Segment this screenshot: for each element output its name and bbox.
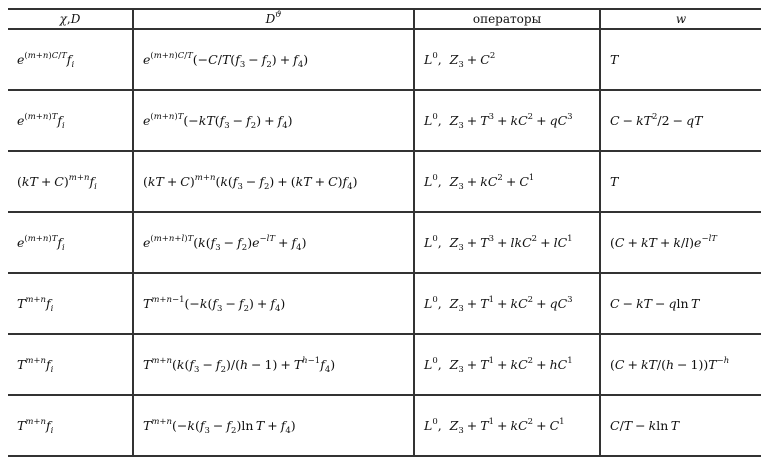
cell-operators: L0, Z3 + C2 — [413, 28, 600, 91]
cell-operators: L0, Z3 + T3 + lkC2 + lC1 — [413, 211, 600, 274]
header-row: χ,D Dϑ операторы w — [8, 8, 761, 30]
cell-d-theta: e(m+n)C/T(−C/T(f3− f2) + f4) — [132, 28, 414, 91]
table-row: Tm+nfi Tm+n−1(−k(f3− f2) + f4) L0, Z3 + T1 + kC2 +… — [8, 272, 761, 335]
formula-table: χ,D Dϑ операторы w e(m+n)C/Tfi e(m+n)C/T(… — [8, 8, 761, 457]
cell-d-theta: Tm+n−1(−k(f3− f2) + f4) — [132, 272, 414, 335]
cell-chi: Tm+nfi — [8, 333, 133, 396]
cell-w: (C + kT/(h −1))T−h — [599, 333, 761, 396]
cell-chi: e(m+n)C/Tfi — [8, 28, 133, 91]
cell-operators: L0, Z3 + T3 + kC2 + qC3 — [413, 89, 600, 152]
table-row: e(m+n)Tfi e(m+n)T(−kT(f3− f2) + f4) L0, Z3 + T3… — [8, 89, 761, 152]
cell-d-theta: Tm+n(k(f3− f2)/(h −1) + Th−1f4) — [132, 333, 414, 396]
cell-w: T — [599, 28, 761, 91]
table-row: Tm+nfi Tm+n(k(f3− f2)/(h −1) + Th−1f4) L0, Z3 +… — [8, 333, 761, 396]
cell-operators: L0, Z3 + T1 + kC2 + qC3 — [413, 272, 600, 335]
cell-chi: Tm+nfi — [8, 394, 133, 457]
cell-w: T — [599, 150, 761, 213]
header-d-theta: Dϑ — [132, 8, 414, 30]
table-row: (kT + C)m+nfi (kT + C)m+n(k(f3− f2) + (kT + C)f4) L… — [8, 150, 761, 213]
cell-d-theta: Tm+n(−k(f3− f2)ln T + f4) — [132, 394, 414, 457]
cell-operators: L0, Z3 + kC2 + C1 — [413, 150, 600, 213]
cell-chi: e(m+n)Tfi — [8, 89, 133, 152]
header-w: w — [599, 8, 761, 30]
cell-w: C − kT2/2− qT — [599, 89, 761, 152]
cell-chi: Tm+nfi — [8, 272, 133, 335]
table-row: e(m+n)C/Tfi e(m+n)C/T(−C/T(f3− f2) + f4) L0, … — [8, 28, 761, 91]
table-row: Tm+nfi Tm+n(−k(f3− f2)ln T + f4) L0, Z3 + T1 + kC… — [8, 394, 761, 457]
cell-chi: (kT + C)m+nfi — [8, 150, 133, 213]
cell-chi: e(m+n)Tfi — [8, 211, 133, 274]
cell-d-theta: e(m+n+l)T(k(f3− f2)e−lT + f4) — [132, 211, 414, 274]
cell-operators: L0, Z3 + T1 + kC2 + C1 — [413, 394, 600, 457]
cell-d-theta: (kT + C)m+n(k(f3− f2) + (kT + C)f4) — [132, 150, 414, 213]
header-operators: операторы — [413, 8, 600, 30]
cell-w: C − kT − qln T — [599, 272, 761, 335]
cell-w: (C + kT + k/l)e−lT — [599, 211, 761, 274]
table-row: e(m+n)Tfi e(m+n+l)T(k(f3− f2)e−lT + f4) L0, Z… — [8, 211, 761, 274]
header-chi-d: χ,D — [8, 8, 133, 30]
cell-operators: L0, Z3 + T1 + kC2 + hC1 — [413, 333, 600, 396]
cell-d-theta: e(m+n)T(−kT(f3− f2) + f4) — [132, 89, 414, 152]
cell-w: C/T − kln T — [599, 394, 761, 457]
